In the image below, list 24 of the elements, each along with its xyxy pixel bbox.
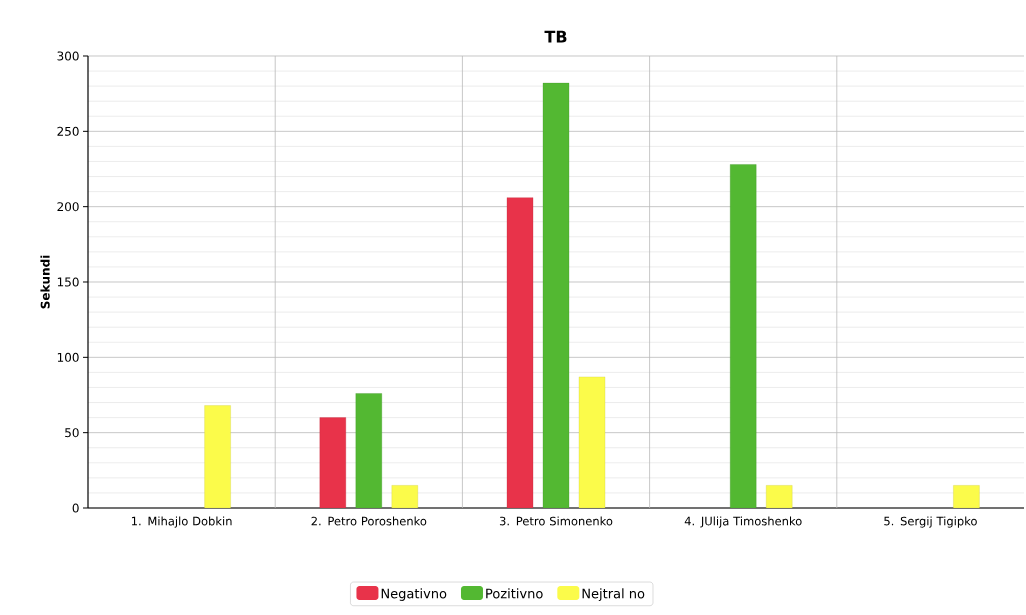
bar [355,393,382,508]
y-tick-label: 50 [65,428,79,438]
x-tick-label: 5. Sergij Tigipko [884,516,977,528]
bar [204,405,231,508]
bar [730,164,757,508]
y-tick-label: 0 [72,503,79,513]
bar [578,376,606,508]
bar [319,417,346,508]
y-tick-label: 100 [57,352,79,362]
x-tick-label: 1. Mihajlo Dobkin [131,516,232,528]
chart-title: TB [544,30,567,43]
legend-label: Negativno [381,588,447,601]
x-tick-label: 2. Petro Poroshenko [311,516,427,526]
y-tick-label: 150 [57,277,79,287]
legend-label: Nejtral no [582,588,645,601]
y-tick-label: 200 [57,202,79,212]
bar [542,82,570,508]
y-axis-title: Sekundi [40,255,50,309]
x-tick-label: 4. JUlija Timoshenko [684,516,802,528]
bar [506,197,534,508]
y-tick-label: 250 [57,126,79,136]
legend-label: Pozitivno [486,588,543,599]
x-tick-label: 3. Petro Simonenko [499,516,613,526]
y-tick-label: 300 [57,51,79,61]
